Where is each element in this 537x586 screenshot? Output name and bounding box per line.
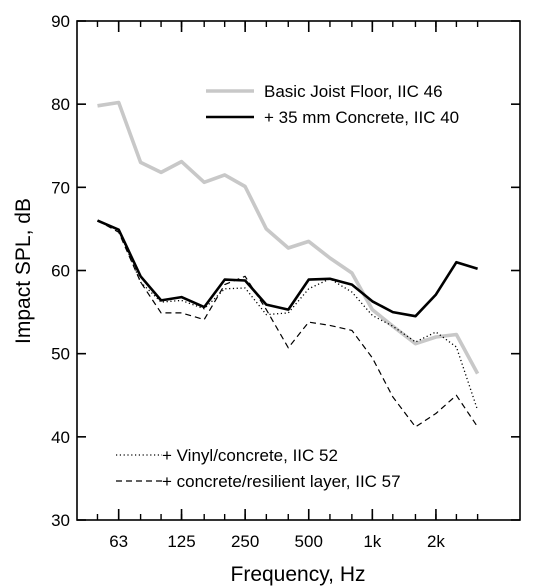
y-tick-label: 90 (51, 12, 70, 31)
x-tick-label: 250 (231, 532, 259, 551)
legend-label-basic-joist: Basic Joist Floor, IIC 46 (264, 82, 443, 101)
legend-label-resilient: + concrete/resilient layer, IIC 57 (162, 472, 401, 491)
x-tick-label: 125 (167, 532, 195, 551)
series-lines (96, 100, 480, 428)
tick-labels: 30 40 50 60 70 80 90 63 125 250 500 1k 2k (51, 12, 445, 551)
series-line-1 (96, 219, 478, 318)
axis-ticks (77, 20, 520, 521)
y-tick-label: 70 (51, 178, 70, 197)
series-line-3 (97, 220, 479, 428)
y-tick-label: 30 (51, 511, 70, 530)
y-axis-title: Impact SPL, dB (12, 198, 35, 344)
y-tick-label: 60 (51, 262, 70, 281)
x-tick-label: 2k (427, 532, 445, 551)
y-tick-label: 40 (51, 428, 70, 447)
legend-top: Basic Joist Floor, IIC 46 + 35 mm Concre… (206, 82, 459, 127)
legend-bottom: + Vinyl/concrete, IIC 52 + concrete/resi… (116, 446, 401, 491)
series-line-0 (97, 100, 480, 375)
x-tick-label: 500 (295, 532, 323, 551)
y-tick-label: 50 (51, 345, 70, 364)
legend-label-vinyl: + Vinyl/concrete, IIC 52 (162, 446, 338, 465)
y-tick-label: 80 (51, 95, 70, 114)
x-axis-title: Frequency, Hz (231, 563, 366, 586)
x-tick-label: 63 (109, 532, 128, 551)
x-tick-label: 1k (363, 532, 381, 551)
legend-label-concrete: + 35 mm Concrete, IIC 40 (264, 108, 459, 127)
